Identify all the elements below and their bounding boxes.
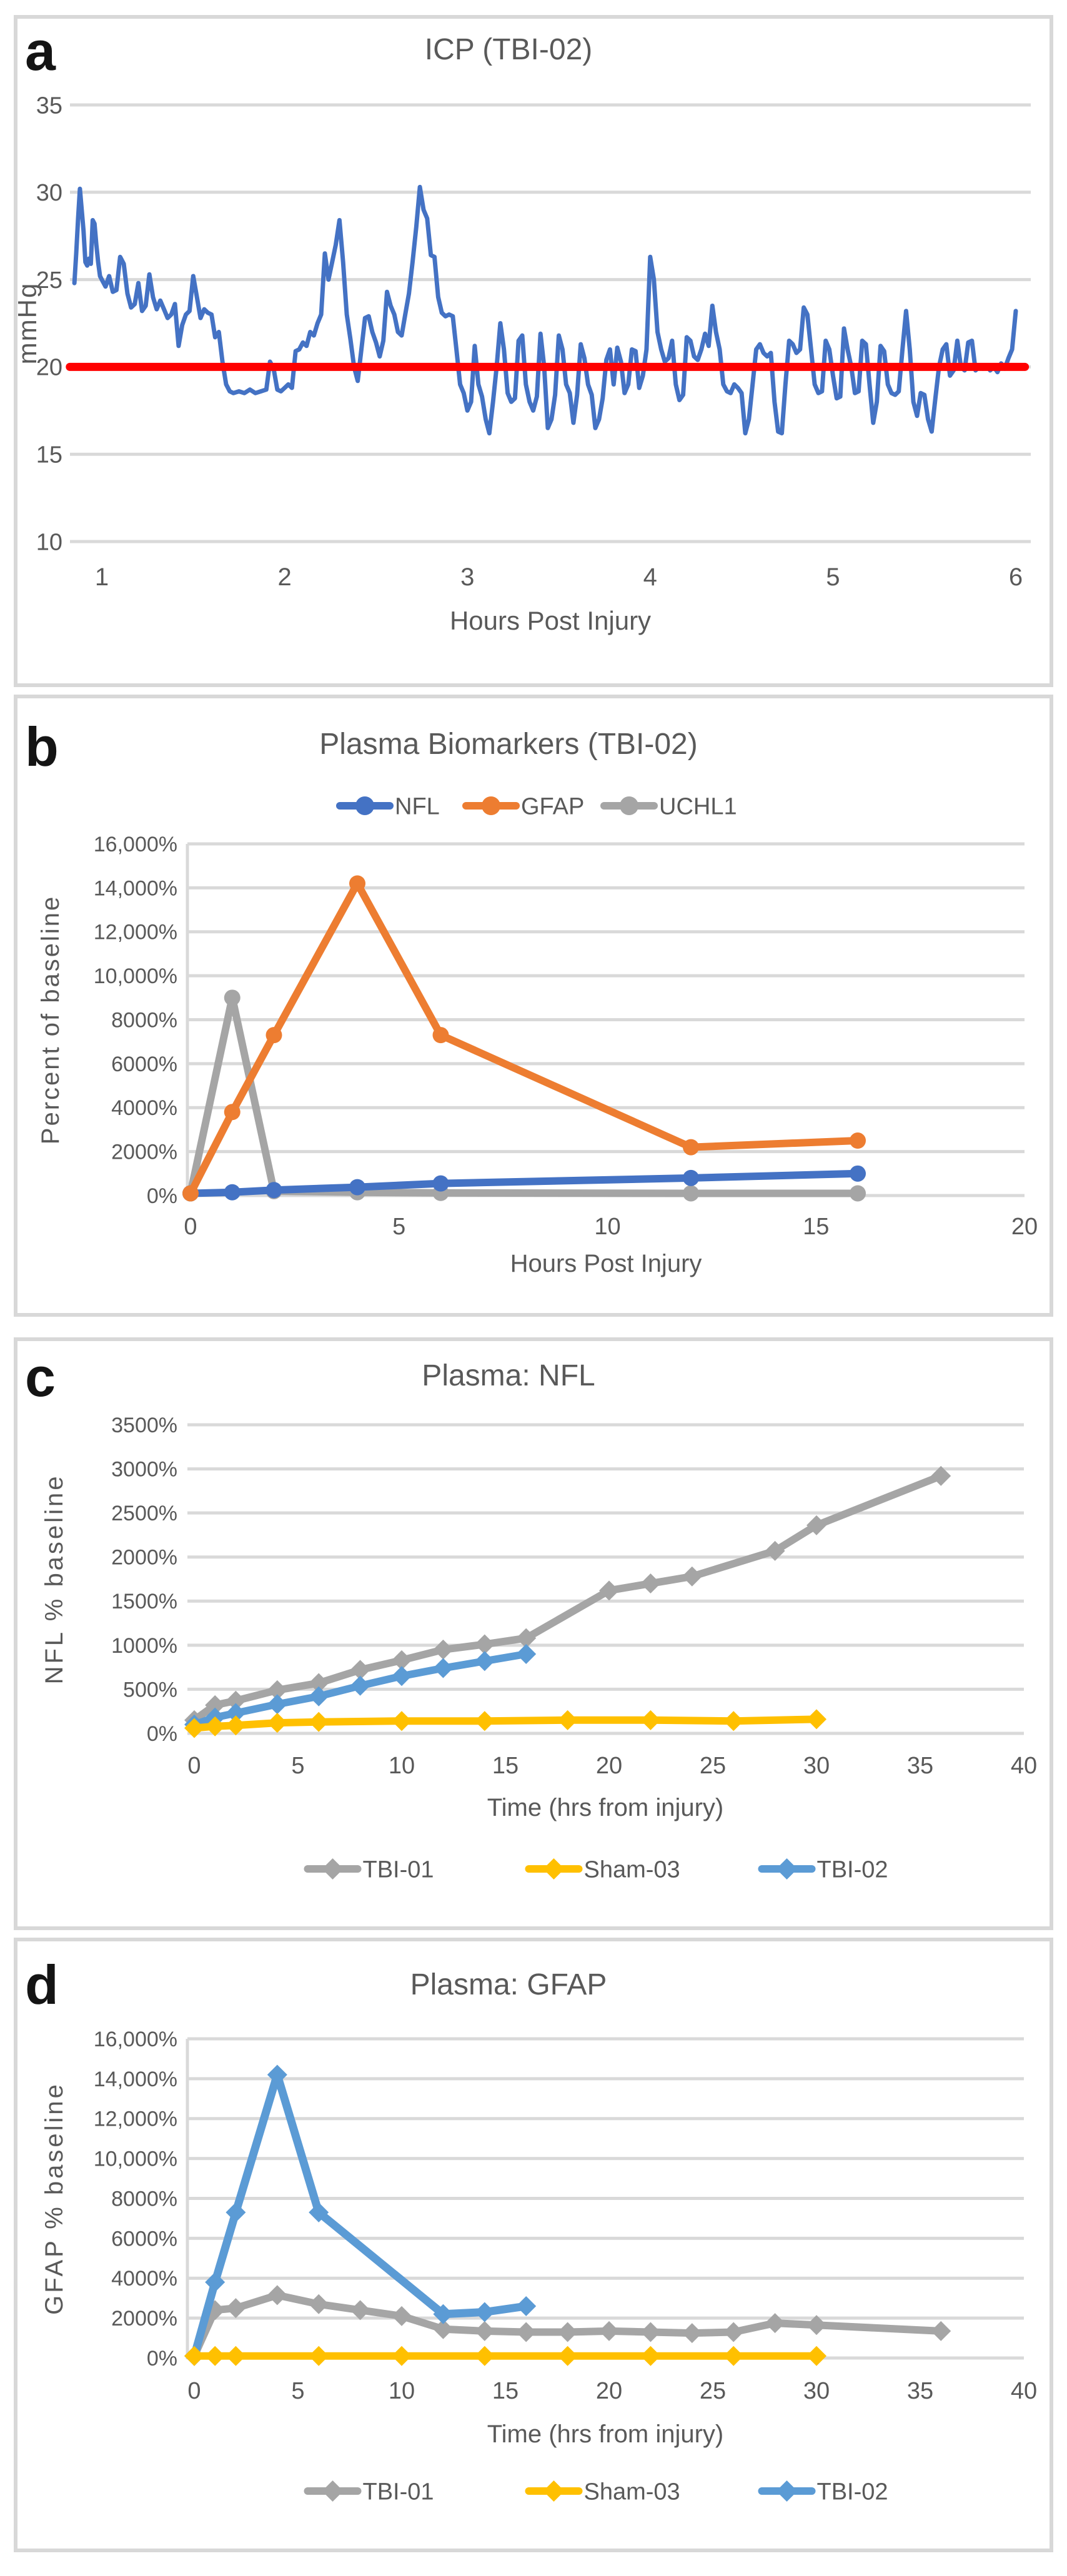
svg-text:25: 25 [36, 267, 62, 294]
svg-text:NFL % baseline: NFL % baseline [41, 1474, 68, 1685]
svg-text:15: 15 [36, 442, 62, 468]
svg-text:UCHL1: UCHL1 [659, 793, 737, 820]
svg-text:14,000%: 14,000% [94, 2068, 177, 2091]
svg-text:10: 10 [389, 1753, 415, 1779]
svg-text:15: 15 [492, 1753, 519, 1779]
panel-b: b Plasma Biomarkers (TBI-02) 16,000% 14,0… [14, 695, 1053, 1317]
svg-text:5: 5 [392, 1214, 405, 1240]
svg-text:4: 4 [643, 563, 657, 591]
svg-text:1000%: 1000% [111, 1634, 177, 1658]
svg-text:6000%: 6000% [111, 2227, 177, 2251]
svg-text:0: 0 [184, 1214, 197, 1240]
svg-text:TBI-01: TBI-01 [363, 1856, 434, 1883]
svg-text:5: 5 [291, 1753, 304, 1779]
svg-text:5: 5 [291, 2378, 304, 2404]
svg-text:mmHg: mmHg [17, 282, 42, 365]
svg-text:35: 35 [907, 2378, 933, 2404]
svg-text:5: 5 [826, 563, 840, 591]
svg-text:30: 30 [803, 1753, 830, 1779]
biomarkers-chart: 16,000% 14,000% 12,000% 10,000% 8000% 6000% 40… [17, 698, 1050, 1313]
svg-text:10: 10 [36, 529, 62, 555]
svg-text:3500%: 3500% [111, 1414, 177, 1437]
svg-text:2000%: 2000% [111, 1546, 177, 1570]
svg-text:2: 2 [277, 563, 291, 591]
svg-text:NFL: NFL [395, 793, 440, 820]
panel-c: c Plasma: NFL 3500% 3000% 2500% 2000% 1500% 1… [14, 1337, 1053, 1930]
svg-text:GFAP % baseline: GFAP % baseline [41, 2082, 68, 2315]
svg-text:4000%: 4000% [111, 2267, 177, 2291]
svg-text:GFAP: GFAP [521, 793, 584, 820]
svg-text:20: 20 [1011, 1214, 1038, 1240]
svg-text:TBI-02: TBI-02 [817, 1856, 888, 1883]
svg-text:10,000%: 10,000% [94, 2147, 177, 2171]
svg-text:3000%: 3000% [111, 1457, 177, 1481]
panel-b-letter: b [25, 716, 59, 778]
svg-text:2500%: 2500% [111, 1502, 177, 1525]
panel-a-letter: a [25, 20, 56, 82]
svg-text:0: 0 [187, 2378, 201, 2404]
svg-text:12,000%: 12,000% [94, 2108, 177, 2131]
svg-text:12,000%: 12,000% [94, 921, 177, 944]
svg-text:Percent of baseline: Percent of baseline [37, 895, 64, 1144]
svg-text:6: 6 [1009, 563, 1023, 591]
svg-text:TBI-02: TBI-02 [817, 2479, 888, 2505]
panel-d-letter: d [25, 1954, 59, 2016]
svg-text:25: 25 [700, 1753, 726, 1779]
svg-text:15: 15 [492, 2378, 519, 2404]
svg-text:20: 20 [596, 2378, 622, 2404]
svg-text:10: 10 [594, 1214, 620, 1240]
svg-text:14,000%: 14,000% [94, 876, 177, 900]
svg-text:20: 20 [36, 355, 62, 381]
svg-text:2000%: 2000% [111, 2307, 177, 2331]
svg-text:30: 30 [803, 2378, 830, 2404]
svg-text:3: 3 [460, 563, 474, 591]
svg-text:0: 0 [187, 1753, 201, 1779]
svg-text:Time (hrs from injury): Time (hrs from injury) [487, 1794, 724, 1821]
panel-c-letter: c [25, 1346, 56, 1408]
svg-text:Hours Post Injury: Hours Post Injury [510, 1250, 702, 1277]
svg-text:1: 1 [95, 563, 109, 591]
svg-text:0%: 0% [147, 2347, 177, 2370]
svg-text:2000%: 2000% [111, 1141, 177, 1164]
panel-b-title: Plasma Biomarkers (TBI-02) [319, 728, 698, 761]
svg-text:16,000%: 16,000% [94, 2028, 177, 2051]
svg-text:6000%: 6000% [111, 1053, 177, 1076]
panel-d-title: Plasma: GFAP [410, 1968, 607, 2001]
panel-c-title: Plasma: NFL [422, 1359, 595, 1392]
svg-text:4000%: 4000% [111, 1096, 177, 1120]
svg-text:15: 15 [803, 1214, 829, 1240]
svg-text:16,000%: 16,000% [94, 833, 177, 856]
svg-text:10: 10 [389, 2378, 415, 2404]
svg-text:Sham-03: Sham-03 [584, 2479, 680, 2505]
svg-text:Time (hrs from injury): Time (hrs from injury) [487, 2420, 724, 2448]
gfap-chart: 16,000% 14,000% 12,000% 10,000% 8000% 6000% 40… [17, 1941, 1050, 2549]
svg-text:10,000%: 10,000% [94, 964, 177, 988]
svg-text:20: 20 [596, 1753, 622, 1779]
svg-text:TBI-01: TBI-01 [363, 2479, 434, 2505]
svg-text:25: 25 [700, 2378, 726, 2404]
panel-a: a ICP (TBI-02) 35 30 25 20 15 10 1 2 3 4 5 6 Hours P… [14, 15, 1053, 687]
svg-text:8000%: 8000% [111, 1008, 177, 1032]
svg-text:30: 30 [36, 180, 62, 206]
svg-text:8000%: 8000% [111, 2187, 177, 2211]
panel-a-title: ICP (TBI-02) [424, 33, 593, 66]
svg-text:0%: 0% [147, 1184, 177, 1208]
svg-text:40: 40 [1011, 1753, 1037, 1779]
svg-text:35: 35 [36, 92, 62, 119]
icp-chart: 35 30 25 20 15 10 1 2 3 4 5 6 Hours Post Injury mmHg [17, 19, 1050, 683]
svg-text:40: 40 [1011, 2378, 1037, 2404]
svg-text:1500%: 1500% [111, 1590, 177, 1613]
svg-text:500%: 500% [123, 1678, 177, 1702]
nfl-chart: 3500% 3000% 2500% 2000% 1500% 1000% 500% 0% 0 5 10… [17, 1341, 1050, 1926]
svg-text:Sham-03: Sham-03 [584, 1856, 680, 1883]
svg-text:Hours Post Injury: Hours Post Injury [450, 606, 651, 635]
svg-text:0%: 0% [147, 1722, 177, 1746]
svg-text:35: 35 [907, 1753, 933, 1779]
panel-d: d Plasma: GFAP 16,000% 14,000% 12,000% 10,0… [14, 1938, 1053, 2552]
